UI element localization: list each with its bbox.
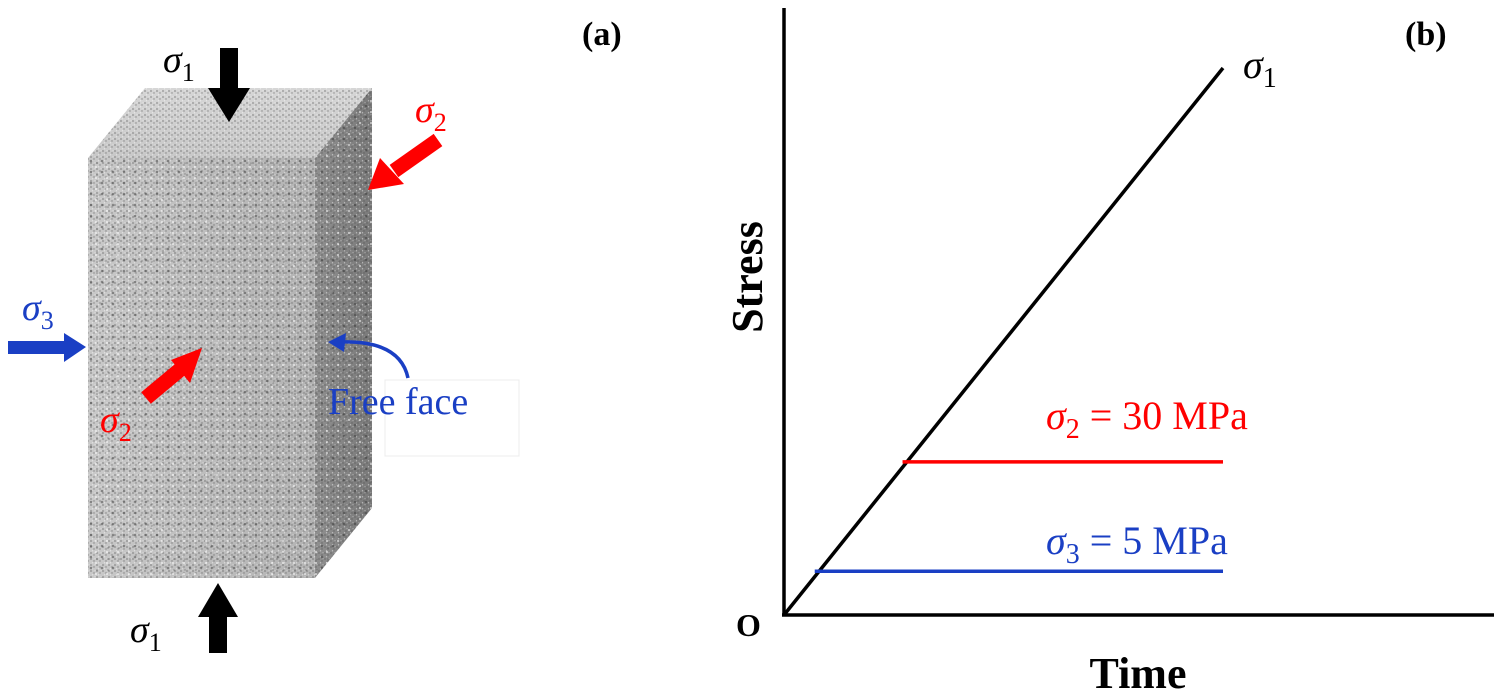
rock-specimen <box>88 88 372 578</box>
y-axis-label: Stress <box>723 221 772 333</box>
panel-a-label: (a) <box>582 16 622 53</box>
origin-label: O <box>736 607 761 643</box>
sigma2-front-arrow <box>141 348 202 404</box>
free-face-label: Free face <box>328 381 468 423</box>
x-axis-label: Time <box>1090 649 1187 695</box>
sigma2-right-arrow <box>368 133 443 190</box>
series-sigma1-line <box>782 66 1225 617</box>
sigma3-left-label: σ3 <box>22 287 54 335</box>
sigma1-top-label: σ1 <box>163 39 195 87</box>
panel-b: (b) Stress Time O σ1 σ2 = 30 MPa σ3 = 5 … <box>723 8 1494 695</box>
sigma1-bottom-arrow <box>198 583 238 653</box>
sigma1-bottom-label: σ1 <box>130 609 162 657</box>
sigma1-top-arrow <box>208 48 250 122</box>
series-sigma1-label: σ1 <box>1243 42 1277 94</box>
panel-a: (a) σ1 σ1 σ2 <box>8 16 622 657</box>
panel-b-label: (b) <box>1405 16 1447 53</box>
series-sigma3-label: σ3 = 5 MPa <box>1046 518 1228 570</box>
sigma2-right-label: σ2 <box>415 89 447 137</box>
free-face-callout <box>328 333 520 457</box>
sigma3-left-arrow <box>8 333 86 362</box>
sigma2-front-label: σ2 <box>100 399 132 447</box>
series-sigma2-label: σ2 = 30 MPa <box>1046 393 1248 445</box>
